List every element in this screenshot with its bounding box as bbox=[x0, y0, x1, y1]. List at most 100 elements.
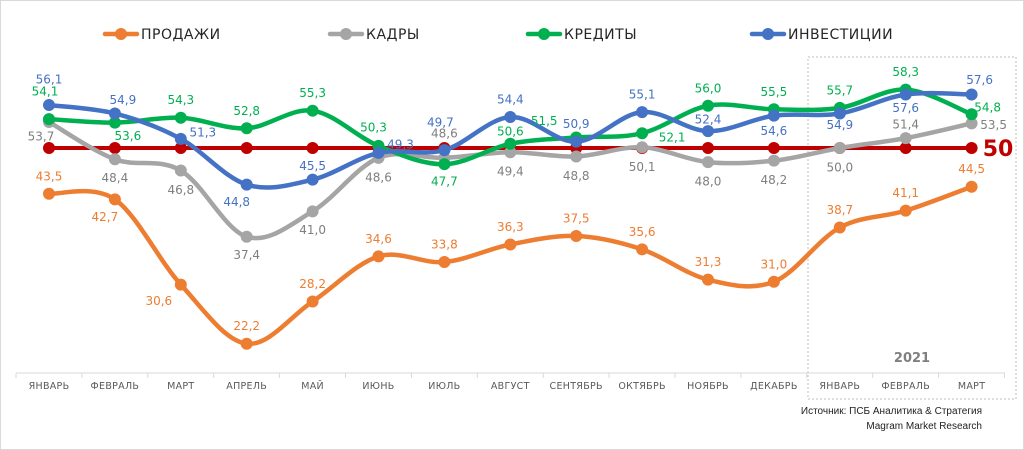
data-point-sales bbox=[833, 221, 846, 234]
data-label-investment: 50,9 bbox=[563, 117, 590, 131]
data-label-investment: 45,5 bbox=[299, 159, 326, 173]
x-tick-label: АВГУСТ bbox=[491, 381, 530, 392]
data-point-staff bbox=[504, 146, 517, 159]
legend-label-credit: КРЕДИТЫ bbox=[564, 27, 637, 43]
data-label-credit: 50,6 bbox=[497, 124, 524, 138]
data-point-investment bbox=[767, 109, 780, 122]
data-label-investment: 49,3 bbox=[387, 137, 414, 151]
data-label-investment: 57,6 bbox=[966, 73, 993, 87]
data-label-investment: 49,7 bbox=[427, 116, 454, 130]
data-point-investment bbox=[899, 88, 912, 101]
data-label-staff: 53,7 bbox=[28, 129, 55, 143]
series-line-sales bbox=[46, 184, 974, 346]
data-point-sales bbox=[108, 193, 121, 206]
data-label-credit: 51,5 bbox=[531, 114, 558, 128]
data-point-investment bbox=[965, 88, 978, 101]
data-point-investment bbox=[174, 132, 187, 145]
data-label-credit: 52,1 bbox=[659, 131, 686, 145]
data-label-investment: 54,9 bbox=[826, 118, 853, 132]
year-group-box bbox=[807, 56, 1017, 400]
data-label-staff: 41,0 bbox=[299, 223, 326, 237]
threshold-point bbox=[174, 142, 187, 154]
data-label-staff: 48,6 bbox=[431, 126, 458, 140]
data-point-sales bbox=[306, 295, 319, 308]
legend-marker-investment bbox=[762, 28, 774, 40]
data-label-credit: 50,3 bbox=[360, 120, 387, 134]
x-tick-label: ИЮЛЬ bbox=[428, 381, 460, 392]
data-label-sales: 31,0 bbox=[761, 257, 788, 271]
source-line-2: Magram Market Research bbox=[866, 421, 982, 432]
data-label-investment: 54,6 bbox=[761, 124, 788, 138]
data-label-staff: 50,0 bbox=[826, 161, 853, 175]
data-label-sales: 28,2 bbox=[299, 277, 326, 291]
data-label-sales: 42,7 bbox=[92, 210, 119, 224]
data-point-sales bbox=[636, 243, 649, 256]
legend-label-staff: КАДРЫ bbox=[366, 27, 420, 43]
data-point-credit bbox=[43, 113, 55, 126]
data-point-credit bbox=[438, 158, 451, 171]
x-tick-label: АПРЕЛЬ bbox=[226, 381, 267, 392]
data-point-credit bbox=[702, 99, 714, 112]
data-point-staff bbox=[636, 141, 649, 154]
data-label-credit: 47,7 bbox=[431, 175, 458, 189]
data-label-credit: 56,0 bbox=[695, 81, 722, 95]
data-label-investment: 54,9 bbox=[110, 93, 137, 107]
data-label-sales: 30,6 bbox=[145, 294, 172, 308]
data-point-sales bbox=[702, 273, 714, 286]
data-label-credit: 52,8 bbox=[233, 104, 260, 118]
data-label-sales: 38,7 bbox=[826, 203, 853, 217]
data-point-staff bbox=[833, 142, 846, 154]
threshold-point bbox=[43, 142, 55, 154]
data-point-sales bbox=[570, 230, 583, 242]
threshold-point bbox=[702, 142, 714, 154]
data-label-investment: 44,8 bbox=[223, 195, 250, 209]
data-label-staff: 53,5 bbox=[980, 118, 1007, 132]
data-label-sales: 31,3 bbox=[695, 255, 722, 269]
data-point-staff bbox=[767, 154, 780, 167]
data-label-staff: 37,4 bbox=[233, 248, 260, 262]
data-point-sales bbox=[240, 337, 253, 350]
data-point-credit bbox=[965, 108, 978, 121]
data-point-sales bbox=[372, 250, 385, 263]
legend-label-investment: ИНВЕСТИЦИИ bbox=[788, 27, 893, 43]
data-point-staff bbox=[570, 150, 583, 163]
data-label-credit: 55,3 bbox=[299, 86, 326, 100]
x-tick-label: ОКТЯБРЬ bbox=[618, 381, 666, 392]
data-point-sales bbox=[43, 187, 55, 200]
data-point-investment bbox=[438, 144, 451, 157]
data-point-investment bbox=[570, 135, 583, 148]
data-point-sales bbox=[174, 278, 187, 291]
data-label-credit: 54,8 bbox=[974, 101, 1001, 115]
data-label-investment: 56,1 bbox=[36, 73, 63, 87]
data-point-investment bbox=[240, 178, 253, 191]
data-point-staff bbox=[174, 164, 187, 177]
data-label-staff: 48,0 bbox=[695, 175, 722, 189]
data-point-credit bbox=[636, 127, 649, 140]
x-tick-label: ЯНВАРЬ bbox=[29, 381, 70, 392]
threshold-point bbox=[240, 142, 253, 154]
data-point-staff bbox=[306, 205, 319, 218]
data-label-investment: 51,3 bbox=[189, 125, 216, 139]
data-point-sales bbox=[767, 275, 780, 288]
data-label-investment: 54,4 bbox=[497, 93, 524, 107]
data-point-sales bbox=[504, 238, 517, 251]
data-label-investment: 55,1 bbox=[629, 88, 656, 102]
data-point-credit bbox=[174, 111, 187, 124]
data-point-investment bbox=[833, 107, 846, 120]
data-label-sales: 33,8 bbox=[431, 238, 458, 252]
data-label-credit: 54,1 bbox=[32, 85, 59, 99]
data-point-investment bbox=[108, 107, 121, 120]
x-tick-label: МАРТ bbox=[958, 381, 985, 392]
legend-marker-staff bbox=[340, 28, 352, 40]
threshold-point bbox=[108, 142, 121, 154]
threshold-point bbox=[965, 142, 978, 154]
data-point-investment bbox=[306, 173, 319, 186]
data-point-investment bbox=[636, 106, 649, 119]
data-point-sales bbox=[899, 204, 912, 217]
data-label-staff: 46,8 bbox=[167, 183, 194, 197]
data-point-credit bbox=[240, 122, 253, 135]
x-tick-label: НОЯБРЬ bbox=[687, 381, 729, 392]
data-label-sales: 36,3 bbox=[497, 220, 524, 234]
legend-label-sales: ПРОДАЖИ bbox=[141, 27, 221, 43]
